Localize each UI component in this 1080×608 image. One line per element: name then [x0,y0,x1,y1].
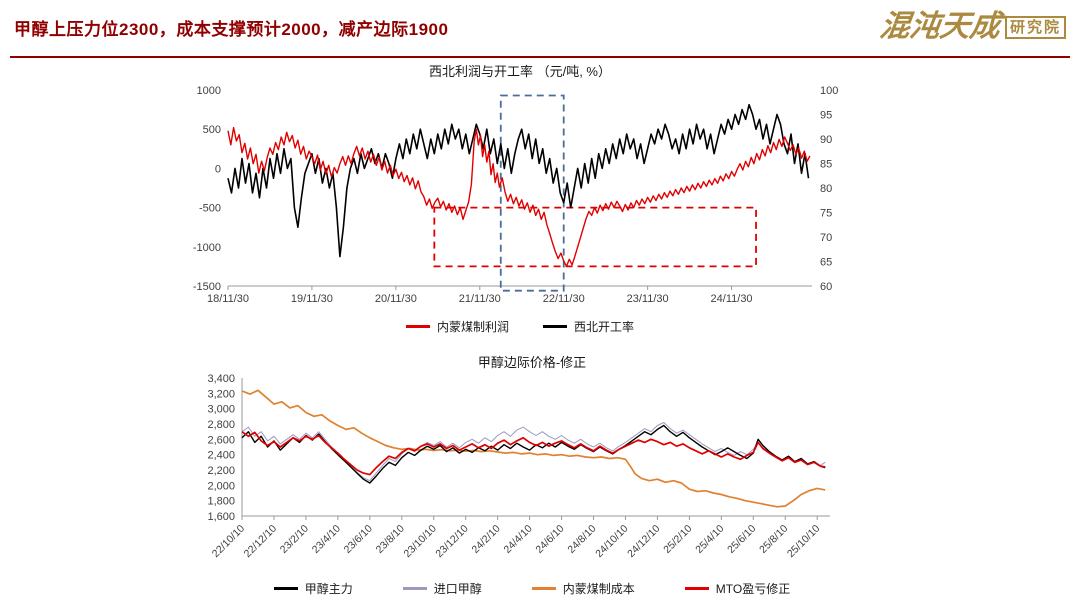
y-right-tick-label: 65 [820,257,832,269]
x-tick-label: 24/6/10 [533,523,566,556]
legend-swatch [684,587,709,590]
chart1-legend: 内蒙煤制利润 西北开工率 [182,318,858,335]
legend-label: 内蒙煤制利润 [436,320,509,334]
x-tick-label: 25/6/10 [725,523,758,556]
y-left-tick-label: 2,200 [207,465,235,477]
legend-item-northwest-operating-rate: 西北开工率 [543,318,634,335]
chart2-legend: 甲醇主力 进口甲醇 内蒙煤制成本 MTO盈亏修正 [152,580,912,597]
x-tick-label: 24/2/10 [470,523,503,556]
annotation-box [499,94,565,292]
x-tick-label: 24/4/10 [501,523,534,556]
x-tick-label: 25/2/10 [661,523,694,556]
chart2-title: 甲醇边际价格-修正 [477,355,587,370]
y-left-tick-label: 0 [215,163,221,175]
legend-label: 西北开工率 [574,320,635,334]
series-neimeng-coal-cost [241,389,826,508]
y-left-tick-label: -1000 [193,242,221,254]
x-tick-label: 21/11/30 [459,293,501,305]
series-mto-pl-corrected [241,431,826,476]
x-tick-label: 23/2/10 [278,523,311,556]
y-left-tick-label: 2,000 [207,480,235,492]
company-logo: 混沌天成 研究院 [877,9,1066,44]
x-tick-label: 24/12/10 [625,523,662,560]
x-tick-label: 23/6/10 [342,523,375,556]
annotation-box [433,206,757,268]
x-tick-label: 25/4/10 [693,523,726,556]
x-tick-label: 18/11/30 [207,293,249,305]
y-left-tick-label: 2,600 [207,434,235,446]
legend-item-imported-methanol: 进口甲醇 [402,580,482,597]
y-right-tick-label: 75 [820,208,832,220]
x-tick-label: 22/11/30 [543,293,585,305]
legend-item-neimeng-coal-cost: 内蒙煤制成本 [531,580,635,597]
x-tick-label: 22/10/10 [210,523,247,560]
x-tick-label: 25/10/10 [785,523,822,560]
chart1-plot: 1000 500 0 -500 -1000 -1500 100 95 90 85 80 75 70 65 6… [193,85,839,305]
x-tick-label: 23/10/10 [401,523,438,560]
legend-swatch [402,587,427,590]
y-right-tick-label: 95 [820,110,832,122]
legend-swatch [405,325,430,328]
y-left-tick-label: -500 [199,203,221,215]
y-left-tick-label: 2,800 [207,419,235,431]
y-left-tick-label: 500 [203,124,221,136]
y-right-tick-label: 85 [820,159,832,171]
y-left-tick-label: 1,800 [207,496,235,508]
y-left-tick-label: 3,400 [207,373,235,385]
series-northwest-operating-rate [227,103,810,258]
logo-script-text: 混沌天成 [877,9,1003,44]
y-left-tick-label: 2,400 [207,450,235,462]
x-tick-label: 23/12/10 [433,523,470,560]
y-left-tick-label: 1000 [197,85,221,97]
chart2-plot: 3,400 3,200 3,000 2,800 2,600 2,400 2,200 2,000… [207,373,830,560]
legend-swatch [531,587,556,590]
y-right-tick-label: 80 [820,183,832,195]
header: 甲醇上压力位2300，成本支撑预计2000，减产边际1900 混沌天成 研究院 [0,0,1080,54]
x-tick-label: 24/10/10 [593,523,630,560]
legend-item-methanol-main: 甲醇主力 [273,580,353,597]
header-divider [10,56,1070,58]
series-imported-methanol [241,422,826,482]
y-left-tick-label: -1500 [193,281,221,293]
x-tick-label: 22/12/10 [242,523,279,560]
legend-label: 甲醇主力 [304,582,353,596]
x-tick-label: 19/11/30 [291,293,333,305]
legend-item-neimeng-coal-profit: 内蒙煤制利润 [405,318,509,335]
y-right-tick-label: 90 [820,134,832,146]
y-right-tick-label: 100 [820,85,838,97]
x-tick-label: 23/11/30 [627,293,669,305]
logo-box-text: 研究院 [1004,15,1066,39]
chart1-title: 西北利润与开工率 （元/吨, %） [428,64,611,79]
legend-swatch [543,325,567,328]
y-left-tick-label: 3,200 [207,388,235,400]
y-right-tick-label: 60 [820,281,832,293]
y-left-tick-label: 3,000 [207,404,235,416]
page-title: 甲醇上压力位2300，成本支撑预计2000，减产边际1900 [14,19,449,39]
legend-swatch [273,587,298,590]
legend-label: 内蒙煤制成本 [562,582,635,596]
legend-label: 进口甲醇 [433,582,482,596]
x-tick-label: 23/4/10 [310,523,343,556]
x-tick-label: 24/11/30 [711,293,753,305]
legend-label: MTO盈亏修正 [715,582,791,596]
y-left-tick-label: 1,600 [207,511,235,523]
legend-item-mto-pl-corrected: MTO盈亏修正 [684,580,791,597]
x-tick-label: 20/11/30 [375,293,417,305]
series-neimeng-coal-profit [227,126,811,268]
y-right-tick-label: 70 [820,232,832,244]
